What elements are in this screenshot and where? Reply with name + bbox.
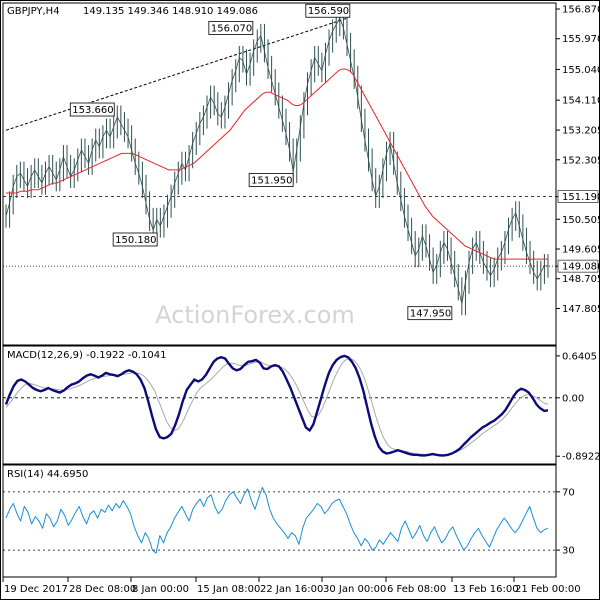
rsi-title: RSI(14) 44.6950 — [7, 469, 88, 480]
macd-title: MACD(12,26,9) -0.1922 -0.1041 — [7, 350, 167, 361]
rsi-ytick-label: 30 — [562, 546, 575, 557]
price-annotation-box — [407, 306, 453, 321]
price-annotation-box — [248, 173, 294, 187]
price-panel-border — [2, 2, 557, 346]
x-tick-label: 15 Jan 08:00 — [197, 584, 260, 595]
rsi-panel-border — [2, 464, 557, 578]
x-tick-label: 19 Dec 2017 — [4, 584, 68, 595]
price-ytick-label: 153.205 — [562, 126, 600, 137]
rsi-panel: 70 30 RSI(14) 44.6950 — [2, 464, 575, 578]
price-level-box — [557, 190, 599, 203]
price-ytick-label: 156.870 — [562, 4, 600, 15]
price-ytick-label: 155.040 — [562, 65, 600, 76]
rsi-ytick-label: 70 — [562, 487, 575, 498]
macd-ytick-label: 0.6405 — [562, 351, 597, 362]
x-tick-label: 30 Jan 00:00 — [323, 584, 386, 595]
price-ytick-label: 150.505 — [562, 215, 600, 226]
price-annotation-box — [305, 3, 351, 18]
x-tick-label: 13 Feb 16:00 — [453, 584, 519, 595]
x-tick-label: 6 Feb 08:00 — [387, 584, 446, 595]
rsi-line — [5, 487, 549, 554]
trendline — [5, 17, 348, 131]
price-annotation: 151.950 — [251, 176, 292, 187]
macd-panel: 0.6405 0.00 -0.8922 MACD(12,26,9) -0.1922 … — [2, 345, 600, 465]
price-annotation-box — [112, 232, 158, 247]
price-annotation: 156.070 — [211, 23, 252, 34]
price-annotation: 153.660 — [72, 105, 113, 116]
x-tick-label: 8 Jan 00:00 — [132, 584, 189, 595]
macd-line — [4, 354, 549, 457]
x-tick-label: 28 Dec 08:00 — [69, 584, 136, 595]
price-level-box — [557, 259, 599, 273]
price-annotation-box — [208, 21, 254, 35]
x-tick-label: 21 Feb 00:00 — [515, 584, 581, 595]
ohlc-label: 149.135 149.346 148.910 149.086 — [83, 6, 258, 17]
price-ytick-label: 152.305 — [562, 155, 600, 166]
price-line — [5, 17, 549, 305]
moving-average-line — [6, 68, 548, 260]
macd-panel-border — [2, 345, 557, 465]
price-annotation-box — [69, 102, 115, 117]
price-ytick-label: 149.086 — [562, 262, 600, 273]
price-ytick-label: 147.805 — [562, 304, 600, 315]
instrument-label: GBPJPY,H4 — [7, 6, 60, 17]
price-panel: ActionForex.com 156.870 155.970 155.040 154… — [2, 2, 600, 346]
price-ytick-label: 154.110 — [562, 96, 600, 107]
macd-ytick-label: -0.8922 — [562, 452, 600, 463]
price-ytick-label: 149.605 — [562, 244, 600, 255]
price-annotation: 156.590 — [308, 6, 349, 17]
macd-ytick-label: 0.00 — [562, 393, 584, 404]
price-ytick-label: 155.970 — [562, 34, 600, 45]
watermark: ActionForex.com — [155, 301, 355, 329]
price-annotation: 150.180 — [115, 235, 156, 246]
x-axis: 19 Dec 2017 28 Dec 08:008 Jan 00:00 15 Jan… — [2, 577, 581, 595]
price-ytick-label: 151.190 — [562, 192, 600, 203]
x-tick-label: 22 Jan 16:00 — [260, 584, 323, 595]
price-annotation: 147.950 — [410, 309, 451, 320]
price-ytick-label: 148.705 — [562, 274, 600, 285]
